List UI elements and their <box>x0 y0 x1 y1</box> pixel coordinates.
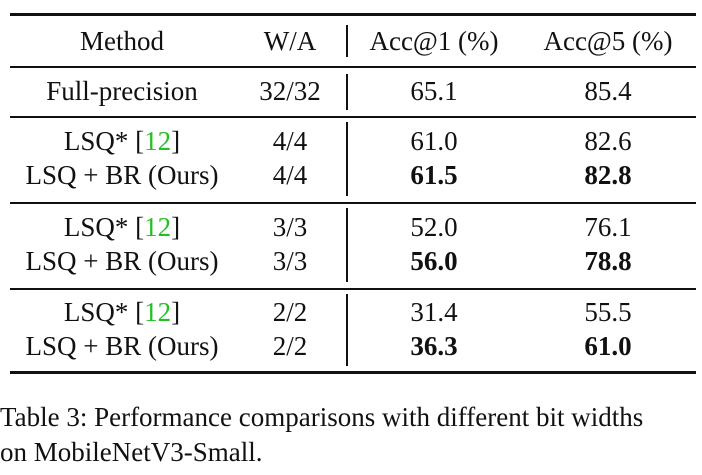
fp-method: Full-precision <box>46 76 198 106</box>
fp-acc5: 85.4 <box>584 76 632 106</box>
header-wa: W/A <box>263 26 317 56</box>
baseline-acc5: 55.5 <box>584 297 632 327</box>
column-separator <box>346 122 348 196</box>
column-separator <box>346 74 348 110</box>
baseline-acc5: 82.6 <box>584 126 632 156</box>
baseline-acc1: 61.0 <box>410 126 458 156</box>
column-separator <box>346 25 348 57</box>
baseline-method: LSQ* [12] <box>63 126 181 156</box>
bottom-rule <box>10 371 696 374</box>
group-rule-2 <box>10 202 696 204</box>
ours-acc1: 36.3 <box>410 331 458 361</box>
fp-wa: 32/32 <box>259 76 321 106</box>
baseline-method: LSQ* [12] <box>63 297 181 327</box>
ours-acc5: 82.8 <box>584 160 632 190</box>
group-rule-1 <box>10 116 696 118</box>
ours-acc5: 78.8 <box>584 246 632 276</box>
citation-link[interactable]: 12 <box>144 297 172 327</box>
ours-acc5: 61.0 <box>584 331 632 361</box>
header-rule <box>10 66 696 68</box>
baseline-method: LSQ* [12] <box>63 212 181 242</box>
ours-method: LSQ + BR (Ours) <box>25 331 219 361</box>
baseline-wa: 3/3 <box>272 212 308 242</box>
baseline-acc1: 52.0 <box>410 212 458 242</box>
ours-wa: 3/3 <box>272 246 308 276</box>
header-acc1: Acc@1 (%) <box>369 26 499 56</box>
table-caption: Table 3: Performance comparisons with di… <box>0 400 702 470</box>
caption-line-2: on MobileNetV3-Small. <box>0 437 263 467</box>
header-acc5: Acc@5 (%) <box>543 26 673 56</box>
column-separator <box>346 208 348 282</box>
fp-acc1: 65.1 <box>410 76 458 106</box>
citation-link[interactable]: 12 <box>144 212 172 242</box>
ours-wa: 4/4 <box>272 160 308 190</box>
baseline-acc1: 31.4 <box>410 297 458 327</box>
baseline-acc5: 76.1 <box>584 212 632 242</box>
header-method: Method <box>80 26 164 56</box>
baseline-wa: 4/4 <box>272 126 308 156</box>
ours-method: LSQ + BR (Ours) <box>25 160 219 190</box>
citation-link[interactable]: 12 <box>144 126 172 156</box>
ours-acc1: 61.5 <box>410 160 458 190</box>
ours-method: LSQ + BR (Ours) <box>25 246 219 276</box>
column-separator <box>346 294 348 366</box>
ours-wa: 2/2 <box>272 331 308 361</box>
baseline-wa: 2/2 <box>272 297 308 327</box>
caption-line-1: Table 3: Performance comparisons with di… <box>0 402 644 432</box>
ours-acc1: 56.0 <box>410 246 458 276</box>
top-rule <box>10 13 696 16</box>
group-rule-3 <box>10 288 696 290</box>
